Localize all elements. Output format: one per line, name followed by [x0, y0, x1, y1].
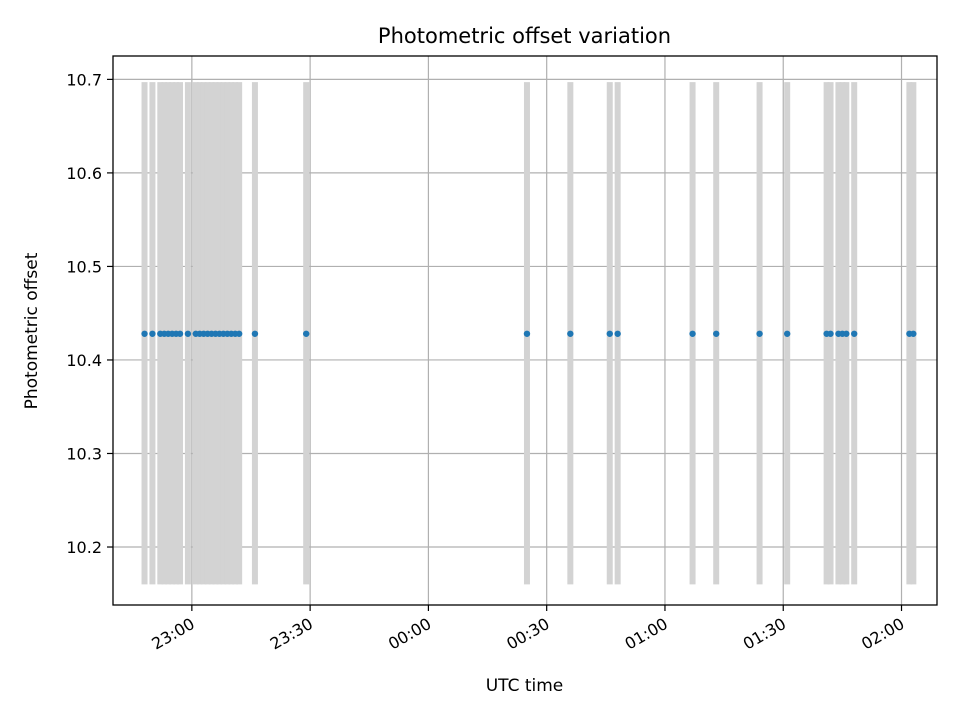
plot-frame	[112, 55, 938, 606]
chart-title: Photometric offset variation	[378, 24, 671, 48]
y-tick-label: 10.2	[66, 538, 102, 557]
data-point	[184, 330, 192, 337]
data-point	[910, 330, 917, 337]
data-point	[606, 330, 613, 337]
data-point	[567, 330, 574, 337]
y-tick-label: 10.3	[66, 444, 102, 463]
y-tick-label: 10.5	[66, 257, 102, 276]
data-point	[141, 330, 148, 337]
data-point	[176, 330, 184, 337]
y-tick-label: 10.7	[66, 70, 102, 89]
data-point	[251, 330, 259, 337]
data-point	[851, 330, 858, 337]
data-point	[302, 330, 310, 337]
y-axis-title: Photometric offset	[22, 252, 42, 409]
data-points	[141, 330, 917, 337]
x-axis-title: UTC time	[486, 676, 564, 696]
y-tick-label: 10.4	[66, 351, 102, 370]
data-point	[827, 330, 834, 337]
data-point	[523, 330, 531, 337]
data-point	[614, 330, 621, 337]
y-tick-label: 10.6	[66, 164, 102, 183]
data-point	[756, 330, 763, 337]
data-point	[713, 330, 720, 337]
data-point	[783, 330, 791, 337]
data-point	[149, 330, 156, 337]
data-point	[843, 330, 850, 337]
data-point	[689, 330, 696, 337]
data-point	[235, 330, 243, 337]
